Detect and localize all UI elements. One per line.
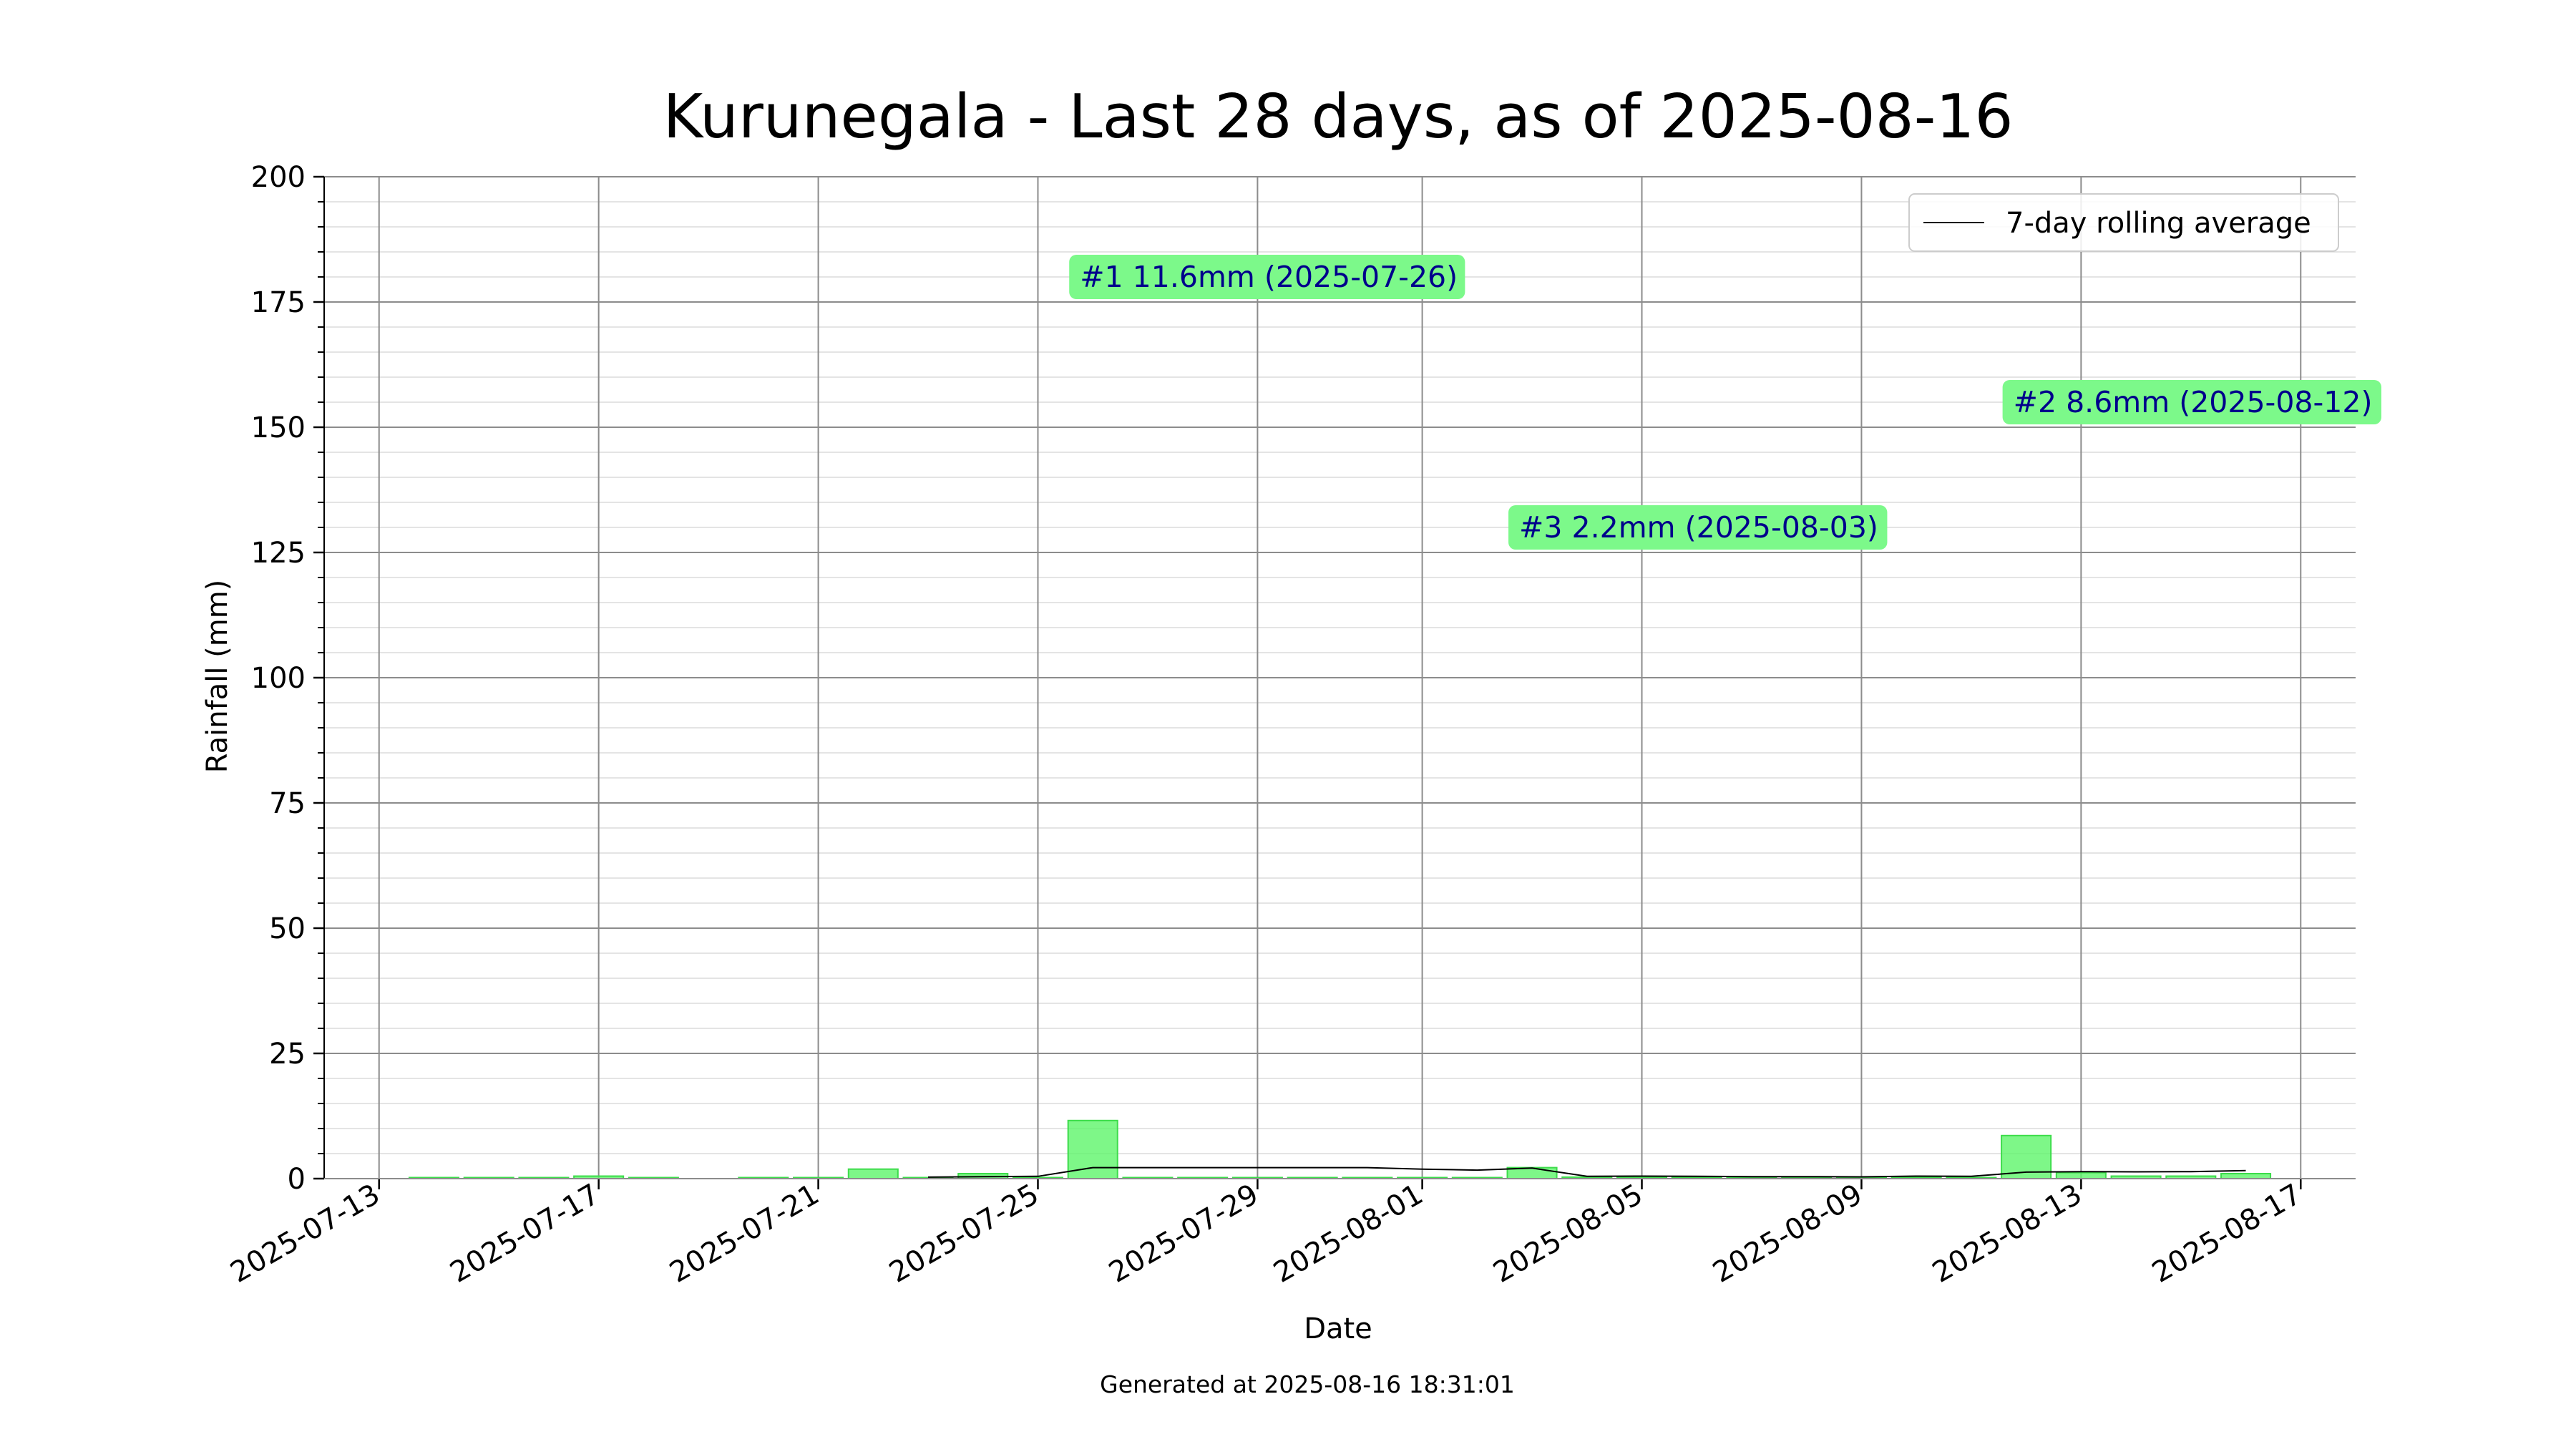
annotation: #3 2.2mm (2025-08-03) [1508, 505, 1888, 550]
annotation: #1 11.6mm (2025-07-26) [1069, 255, 1465, 299]
grid [324, 176, 2356, 1179]
chart-title: Kurunegala - Last 28 days, as of 2025-08… [663, 82, 2013, 152]
annotation-box [1069, 255, 1465, 299]
x-axis-label: Date [1304, 1312, 1372, 1345]
rainfall-bar [1067, 1119, 1118, 1180]
line-series [927, 1166, 2246, 1178]
generated-timestamp: Generated at 2025-08-16 18:31:01 [1100, 1370, 1515, 1398]
y-tick-label: 200 [251, 161, 306, 194]
annotation-box [2002, 380, 2382, 424]
annotation-text: #2 8.6mm (2025-08-12) [2014, 385, 2373, 419]
annotations: #1 11.6mm (2025-07-26) #2 8.6mm (2025-08-… [1069, 255, 2382, 550]
y-axis-label: Rainfall (mm) [201, 580, 234, 774]
legend[interactable]: 7-day rolling average [1908, 193, 2339, 252]
legend-box [1908, 193, 2339, 252]
annotation-text: #1 11.6mm (2025-07-26) [1080, 260, 1458, 294]
y-tick-label: 175 [251, 286, 306, 319]
annotation-box [1508, 505, 1888, 550]
rainfall-bar [2055, 1171, 2107, 1179]
annotation-text: #3 2.2mm (2025-08-03) [1519, 510, 1878, 545]
y-tick-label: 100 [251, 662, 306, 695]
y-tick-label: 25 [269, 1038, 306, 1071]
rainfall-bar [847, 1168, 899, 1179]
rainfall-bar [2220, 1173, 2272, 1179]
y-tick-label: 150 [251, 411, 306, 444]
y-tick-label: 50 [269, 912, 306, 945]
legend-label: 7-day rolling average [2006, 207, 2311, 240]
rolling-average-line [927, 1166, 2246, 1178]
y-tick-label: 0 [288, 1163, 306, 1196]
y-tick-label: 125 [251, 537, 306, 570]
y-tick-label: 75 [269, 787, 306, 820]
annotation: #2 8.6mm (2025-08-12) [2002, 380, 2382, 424]
